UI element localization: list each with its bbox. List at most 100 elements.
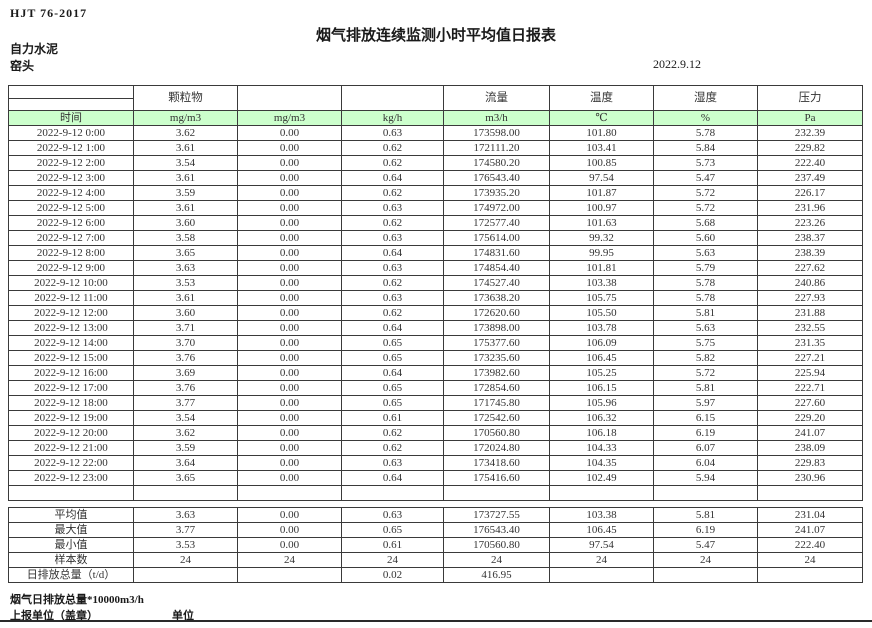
row-value: 232.55 bbox=[757, 320, 863, 336]
col-header-blank-2 bbox=[341, 85, 444, 111]
row-value: 0.00 bbox=[237, 507, 342, 523]
row-value bbox=[757, 567, 863, 583]
row-value: 229.83 bbox=[757, 455, 863, 471]
row-label: 平均值 bbox=[8, 507, 134, 523]
row-value: 24 bbox=[549, 552, 654, 568]
col-header-temperature: 温度 bbox=[549, 85, 654, 111]
row-value: 0.63 bbox=[341, 230, 444, 246]
row-value bbox=[237, 567, 342, 583]
row-value: 176543.40 bbox=[443, 170, 550, 186]
summary-table: 平均值 3.63 0.00 0.63 173727.55 103.38 5.81 231.04… bbox=[8, 507, 863, 583]
row-value: 0.65 bbox=[341, 350, 444, 366]
row-value: 238.37 bbox=[757, 230, 863, 246]
row-value: 0.62 bbox=[341, 305, 444, 321]
row-value: 172577.40 bbox=[443, 215, 550, 231]
row-label: 最大值 bbox=[8, 522, 134, 538]
row-label: 最小值 bbox=[8, 537, 134, 553]
row-value: 237.49 bbox=[757, 170, 863, 186]
row-value: 3.60 bbox=[133, 215, 238, 231]
row-value: 222.71 bbox=[757, 380, 863, 396]
row-value: 0.63 bbox=[341, 290, 444, 306]
row-value: 0.62 bbox=[341, 185, 444, 201]
table-row: 2022-9-12 17:00 3.76 0.00 0.65 172854.60 106.… bbox=[8, 380, 863, 396]
row-value: 0.63 bbox=[341, 200, 444, 216]
data-rows: 2022-9-12 0:00 3.62 0.00 0.63 173598.00 101.8… bbox=[8, 125, 863, 486]
row-value: 229.82 bbox=[757, 140, 863, 156]
table-row: 最小值 3.53 0.00 0.61 170560.80 97.54 5.47 222.40 bbox=[8, 537, 863, 553]
row-value: 24 bbox=[341, 552, 444, 568]
footer-unit-label: 单位 bbox=[172, 610, 194, 622]
row-value: 105.96 bbox=[549, 395, 654, 411]
row-value: 174854.40 bbox=[443, 260, 550, 276]
row-value: 3.60 bbox=[133, 305, 238, 321]
row-value: 176543.40 bbox=[443, 522, 550, 538]
row-value: 101.87 bbox=[549, 185, 654, 201]
row-value: 5.78 bbox=[653, 290, 758, 306]
row-value: 0.00 bbox=[237, 185, 342, 201]
row-value: 0.63 bbox=[341, 260, 444, 276]
table-row: 2022-9-12 23:00 3.65 0.00 0.64 175416.60 102.… bbox=[8, 470, 863, 486]
row-value: 0.61 bbox=[341, 537, 444, 553]
row-value: 3.61 bbox=[133, 140, 238, 156]
row-value: 103.38 bbox=[549, 275, 654, 291]
row-value: 0.00 bbox=[237, 470, 342, 486]
row-value: 0.00 bbox=[237, 245, 342, 261]
row-value: 0.65 bbox=[341, 522, 444, 538]
row-value: 3.54 bbox=[133, 410, 238, 426]
unit-pa: Pa bbox=[757, 110, 863, 126]
empty-row bbox=[8, 485, 863, 501]
row-value: 0.62 bbox=[341, 275, 444, 291]
row-value: 105.75 bbox=[549, 290, 654, 306]
row-value: 6.19 bbox=[653, 425, 758, 441]
row-value: 5.47 bbox=[653, 170, 758, 186]
row-value: 0.64 bbox=[341, 245, 444, 261]
row-value: 0.00 bbox=[237, 350, 342, 366]
table-row: 2022-9-12 1:00 3.61 0.00 0.62 172111.20 103.4… bbox=[8, 140, 863, 156]
row-value: 173598.00 bbox=[443, 125, 550, 141]
report-date: 2022.9.12 bbox=[653, 57, 701, 71]
row-value: 174527.40 bbox=[443, 275, 550, 291]
row-time: 2022-9-12 5:00 bbox=[8, 200, 134, 216]
row-value: 5.47 bbox=[653, 537, 758, 553]
row-value: 5.72 bbox=[653, 200, 758, 216]
row-value: 3.76 bbox=[133, 380, 238, 396]
row-time: 2022-9-12 21:00 bbox=[8, 440, 134, 456]
row-value: 175416.60 bbox=[443, 470, 550, 486]
row-value: 241.07 bbox=[757, 522, 863, 538]
row-value: 5.97 bbox=[653, 395, 758, 411]
row-value: 0.00 bbox=[237, 335, 342, 351]
row-value: 3.65 bbox=[133, 245, 238, 261]
row-value: 106.32 bbox=[549, 410, 654, 426]
row-value: 222.40 bbox=[757, 537, 863, 553]
row-value: 0.00 bbox=[237, 125, 342, 141]
row-value: 3.70 bbox=[133, 335, 238, 351]
row-value: 0.00 bbox=[237, 380, 342, 396]
corner-cell-top bbox=[8, 85, 134, 99]
unit-mgm3-2: mg/m3 bbox=[237, 110, 342, 126]
row-value: 0.00 bbox=[237, 320, 342, 336]
row-value: 0.00 bbox=[237, 395, 342, 411]
row-value: 227.93 bbox=[757, 290, 863, 306]
table-row: 2022-9-12 12:00 3.60 0.00 0.62 172620.60 105.… bbox=[8, 305, 863, 321]
table-row: 2022-9-12 13:00 3.71 0.00 0.64 173898.00 103.… bbox=[8, 320, 863, 336]
table-row: 2022-9-12 21:00 3.59 0.00 0.62 172024.80 104.… bbox=[8, 440, 863, 456]
row-value: 0.00 bbox=[237, 215, 342, 231]
row-value: 231.04 bbox=[757, 507, 863, 523]
row-value: 0.00 bbox=[237, 170, 342, 186]
footer-total-note: 烟气日排放总量*10000m3/h bbox=[10, 594, 144, 606]
table-row: 2022-9-12 8:00 3.65 0.00 0.64 174831.60 99.95… bbox=[8, 245, 863, 261]
row-value: 173418.60 bbox=[443, 455, 550, 471]
row-label: 日排放总量（t/d） bbox=[8, 567, 134, 583]
row-value: 226.17 bbox=[757, 185, 863, 201]
time-header: 时间 bbox=[8, 110, 134, 126]
row-value: 0.00 bbox=[237, 155, 342, 171]
table-row: 2022-9-12 16:00 3.69 0.00 0.64 173982.60 105.… bbox=[8, 365, 863, 381]
row-value: 0.00 bbox=[237, 455, 342, 471]
table-row: 2022-9-12 18:00 3.77 0.00 0.65 171745.80 105.… bbox=[8, 395, 863, 411]
corner-cell-bottom bbox=[8, 97, 134, 111]
row-value: 0.00 bbox=[237, 305, 342, 321]
row-label: 样本数 bbox=[8, 552, 134, 568]
row-value: 229.20 bbox=[757, 410, 863, 426]
row-value: 3.63 bbox=[133, 507, 238, 523]
